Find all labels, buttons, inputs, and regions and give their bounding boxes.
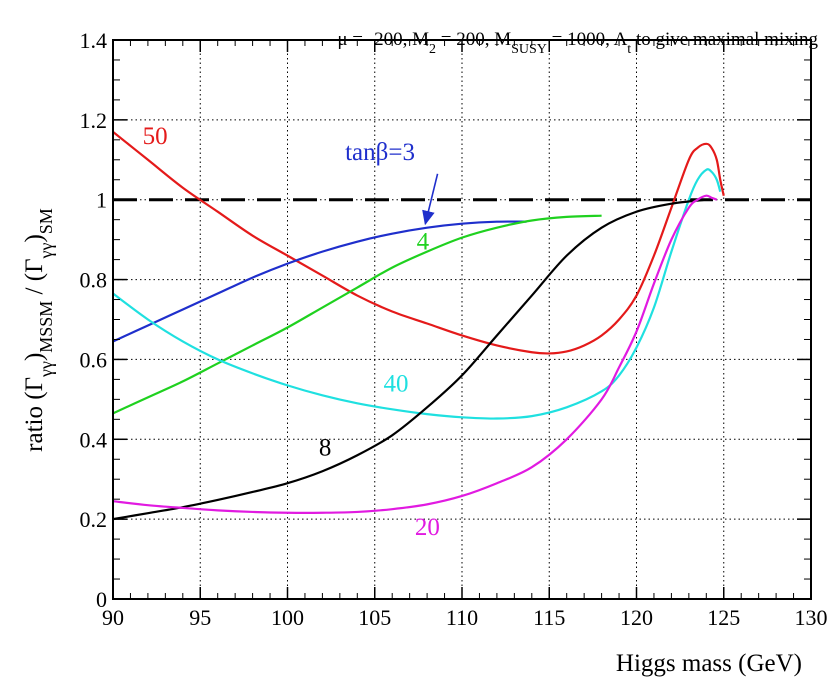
x-tick-label: 105 <box>358 605 391 630</box>
curve-label-tanb-4: 4 <box>417 229 430 256</box>
y-tick-label: 0.2 <box>80 507 108 532</box>
series-line-tanb-50 <box>112 130 725 355</box>
y-tick-labels: 0 0.2 0.4 0.6 0.8 1 1.2 1.4 <box>80 28 108 612</box>
x-tick-label: 125 <box>707 605 740 630</box>
curve-label-tanb-3: tanβ=3 <box>345 139 415 166</box>
curve-label-tanb-50: 50 <box>143 123 168 150</box>
x-axis-title: Higgs mass (GeV) <box>616 650 802 677</box>
y-tick-label: 1.2 <box>80 108 108 133</box>
series-line-tanb-40 <box>112 168 722 420</box>
x-tick-label: 115 <box>533 605 565 630</box>
x-tick-label: 95 <box>189 605 211 630</box>
x-tick-label: 110 <box>446 605 478 630</box>
series-line-tanb-20 <box>112 194 718 514</box>
x-tick-label: 120 <box>620 605 653 630</box>
series-line-tanb-3 <box>112 220 527 343</box>
x-tick-label: 130 <box>795 605 828 630</box>
y-tick-label: 1 <box>96 188 107 213</box>
curve-label-tanb-8: 8 <box>319 434 332 461</box>
y-tick-label: 0.4 <box>80 427 108 452</box>
series-line-tanb-4 <box>112 214 602 415</box>
x-tick-label: 90 <box>102 605 124 630</box>
curve-label-tanb-40: 40 <box>383 370 408 397</box>
grid-lines <box>113 40 811 599</box>
series-lines <box>112 130 725 521</box>
y-tick-label: 1.4 <box>80 28 108 53</box>
curve-labels: 50 tanβ=3 4 40 8 20 <box>143 123 440 541</box>
y-tick-label: 0 <box>96 587 107 612</box>
y-axis-title: ratio (Γγγ)MSSM / (Γγγ)SM <box>21 208 56 452</box>
y-tick-label: 0.6 <box>80 347 108 372</box>
series-line-tanb-8 <box>112 198 707 521</box>
y-tick-label: 0.8 <box>80 268 108 293</box>
axis-ticks <box>112 39 812 600</box>
label-arrow <box>422 173 439 226</box>
x-tick-labels: 90 95 100 105 110 115 120 125 130 <box>102 605 828 630</box>
tanb-3-arrow <box>422 173 439 226</box>
x-tick-label: 100 <box>271 605 304 630</box>
curve-label-tanb-20: 20 <box>415 514 440 541</box>
